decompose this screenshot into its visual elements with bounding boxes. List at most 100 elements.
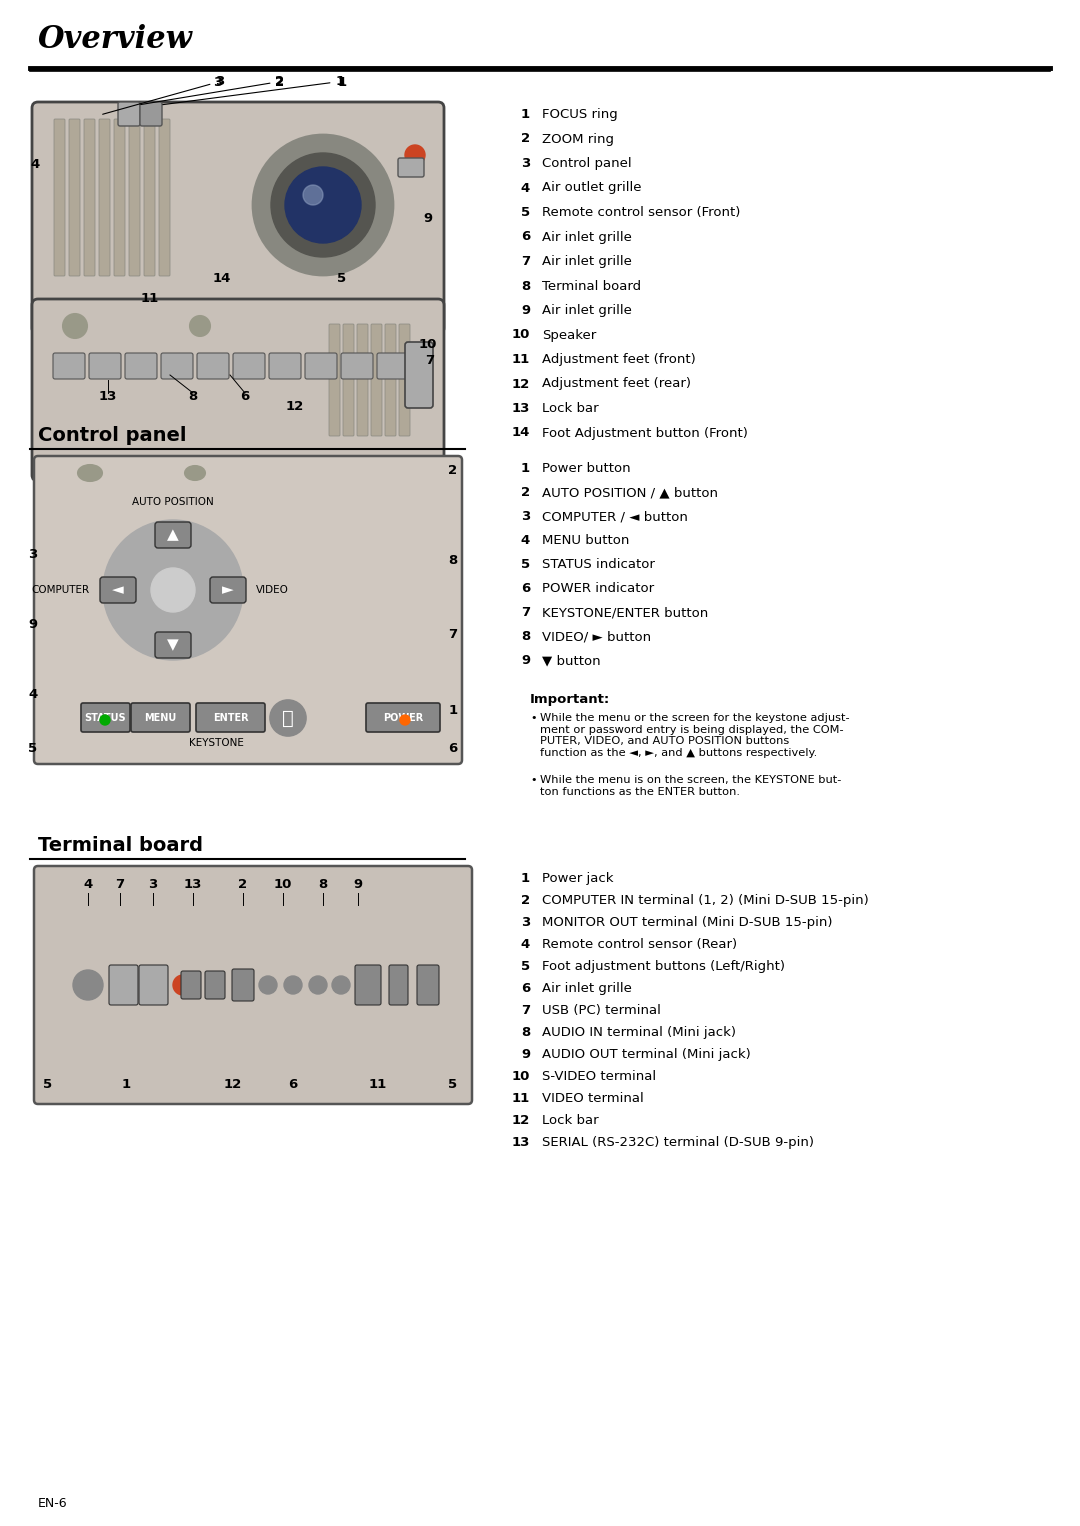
Text: 10: 10 [274, 879, 293, 891]
FancyBboxPatch shape [355, 964, 381, 1006]
Circle shape [253, 134, 393, 275]
Text: AUTO POSITION: AUTO POSITION [132, 497, 214, 507]
Text: ◄: ◄ [112, 583, 124, 598]
FancyBboxPatch shape [343, 324, 354, 436]
Text: 4: 4 [521, 182, 530, 194]
Circle shape [259, 977, 276, 993]
Text: Air outlet grille: Air outlet grille [542, 182, 642, 194]
Text: 3: 3 [521, 157, 530, 169]
Text: 5: 5 [521, 206, 530, 220]
Text: 14: 14 [213, 272, 231, 284]
Text: FOCUS ring: FOCUS ring [542, 108, 618, 121]
Text: USB (PC) terminal: USB (PC) terminal [542, 1004, 661, 1016]
FancyBboxPatch shape [84, 119, 95, 276]
Text: 5: 5 [337, 272, 347, 284]
Text: AUTO POSITION / ▲ button: AUTO POSITION / ▲ button [542, 485, 718, 499]
Text: Lock bar: Lock bar [542, 401, 598, 415]
Text: 2: 2 [448, 464, 458, 476]
Text: 8: 8 [188, 391, 198, 403]
Text: 10: 10 [512, 1070, 530, 1083]
FancyBboxPatch shape [329, 324, 340, 436]
Text: 13: 13 [512, 401, 530, 415]
Text: 3: 3 [521, 916, 530, 929]
Text: VIDEO: VIDEO [256, 584, 288, 595]
Text: 2: 2 [239, 879, 247, 891]
Text: Air inlet grille: Air inlet grille [542, 983, 632, 995]
Text: Foot adjustment buttons (Left/Right): Foot adjustment buttons (Left/Right) [542, 960, 785, 974]
Text: 2: 2 [275, 76, 284, 90]
Text: STATUS indicator: STATUS indicator [542, 559, 654, 571]
Text: 5: 5 [43, 1079, 53, 1091]
Text: Control panel: Control panel [542, 157, 632, 169]
FancyBboxPatch shape [181, 971, 201, 1000]
Text: Power button: Power button [542, 462, 631, 475]
FancyBboxPatch shape [232, 969, 254, 1001]
Text: 6: 6 [521, 581, 530, 595]
Text: AUDIO OUT terminal (Mini jack): AUDIO OUT terminal (Mini jack) [542, 1048, 751, 1061]
Text: 4: 4 [28, 688, 38, 702]
Circle shape [173, 975, 193, 995]
FancyBboxPatch shape [69, 119, 80, 276]
Text: 8: 8 [521, 630, 530, 642]
FancyBboxPatch shape [131, 703, 190, 732]
Text: 6: 6 [448, 742, 458, 754]
FancyBboxPatch shape [399, 324, 410, 436]
Text: 8: 8 [448, 554, 458, 566]
FancyBboxPatch shape [156, 632, 191, 658]
FancyBboxPatch shape [389, 964, 408, 1006]
Text: 6: 6 [521, 230, 530, 244]
Text: Overview: Overview [38, 24, 193, 55]
FancyBboxPatch shape [269, 353, 301, 378]
Text: 13: 13 [512, 1135, 530, 1149]
Circle shape [285, 166, 361, 243]
FancyBboxPatch shape [139, 964, 168, 1006]
Text: KEYSTONE/ENTER button: KEYSTONE/ENTER button [542, 606, 708, 620]
Text: 5: 5 [521, 559, 530, 571]
Text: POWER: POWER [383, 713, 423, 723]
Text: 11: 11 [512, 1093, 530, 1105]
FancyBboxPatch shape [372, 324, 382, 436]
Circle shape [63, 314, 87, 337]
Text: 3: 3 [103, 75, 225, 114]
Text: ▲: ▲ [167, 528, 179, 543]
FancyBboxPatch shape [156, 522, 191, 548]
Text: 1: 1 [121, 1079, 131, 1091]
Text: Remote control sensor (Rear): Remote control sensor (Rear) [542, 938, 738, 951]
Text: Air inlet grille: Air inlet grille [542, 304, 632, 317]
Text: MENU: MENU [145, 713, 177, 723]
Text: EN-6: EN-6 [38, 1497, 68, 1511]
Text: 2: 2 [521, 133, 530, 145]
Circle shape [271, 153, 375, 256]
FancyBboxPatch shape [33, 456, 462, 765]
Text: COMPUTER IN terminal (1, 2) (Mini D-SUB 15-pin): COMPUTER IN terminal (1, 2) (Mini D-SUB … [542, 894, 868, 906]
Text: 5: 5 [28, 742, 38, 754]
Text: 7: 7 [116, 879, 124, 891]
Text: S-VIDEO terminal: S-VIDEO terminal [542, 1070, 657, 1083]
Text: 12: 12 [512, 377, 530, 391]
Text: •: • [530, 775, 537, 784]
FancyBboxPatch shape [125, 353, 157, 378]
Text: 9: 9 [521, 655, 530, 667]
FancyBboxPatch shape [159, 119, 170, 276]
Text: 1: 1 [521, 108, 530, 121]
Text: Power jack: Power jack [542, 871, 613, 885]
Text: 11: 11 [140, 291, 159, 305]
Text: 7: 7 [521, 255, 530, 269]
Text: ⏻: ⏻ [282, 708, 294, 728]
Text: 3: 3 [148, 879, 158, 891]
Text: Adjustment feet (rear): Adjustment feet (rear) [542, 377, 691, 391]
Text: COMPUTER: COMPUTER [32, 584, 90, 595]
Text: Terminal board: Terminal board [542, 279, 642, 293]
FancyBboxPatch shape [417, 964, 438, 1006]
Circle shape [400, 716, 410, 725]
Text: 1: 1 [163, 75, 345, 105]
FancyBboxPatch shape [405, 342, 433, 407]
Text: 9: 9 [521, 1048, 530, 1061]
Text: MENU button: MENU button [542, 534, 630, 546]
FancyBboxPatch shape [144, 119, 156, 276]
Text: Foot Adjustment button (Front): Foot Adjustment button (Front) [542, 426, 747, 439]
Text: AUDIO IN terminal (Mini jack): AUDIO IN terminal (Mini jack) [542, 1025, 735, 1039]
Circle shape [309, 977, 327, 993]
Text: 8: 8 [521, 1025, 530, 1039]
FancyBboxPatch shape [161, 353, 193, 378]
